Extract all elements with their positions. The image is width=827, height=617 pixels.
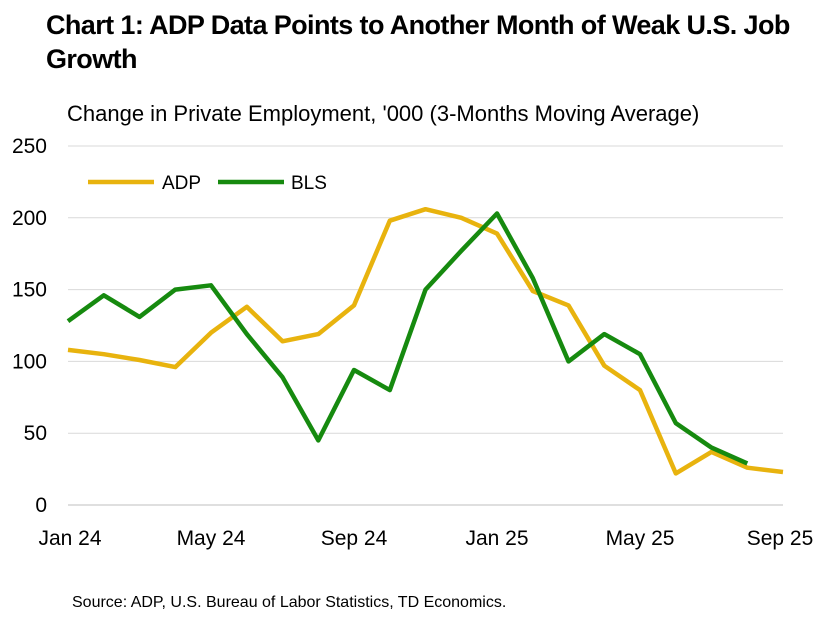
source-note: Source: ADP, U.S. Bureau of Labor Statis… <box>72 594 507 611</box>
series-line-bls <box>66 211 749 466</box>
y-tick-label: 100 <box>12 350 47 373</box>
x-tick-label: Sep 24 <box>321 527 388 550</box>
series-line-adp <box>67 206 784 476</box>
x-tick-label: Sep 25 <box>747 527 814 550</box>
y-tick-label: 250 <box>12 135 47 158</box>
x-tick-label: May 24 <box>177 527 246 550</box>
y-tick-label: 150 <box>12 279 47 302</box>
axes: 0 50 100 150 200 250 Jan 24 May 24 Sep 24 Jan 25 M… <box>12 135 813 550</box>
chart-subtitle: Change in Private Employment, '000 (3-Mo… <box>67 101 700 126</box>
legend-label-adp: ADP <box>162 173 201 194</box>
y-tick-label: 50 <box>24 422 47 445</box>
legend: ADP BLS <box>88 173 327 194</box>
x-tick-label: Jan 25 <box>465 527 528 550</box>
x-tick-label: Jan 24 <box>38 527 101 550</box>
y-tick-label: 200 <box>12 207 47 230</box>
series-lines <box>66 206 784 476</box>
y-tick-label: 0 <box>35 494 47 517</box>
x-tick-label: May 25 <box>606 527 675 550</box>
legend-label-bls: BLS <box>291 173 327 194</box>
chart-title: Chart 1: ADP Data Points to Another Mont… <box>46 10 790 74</box>
